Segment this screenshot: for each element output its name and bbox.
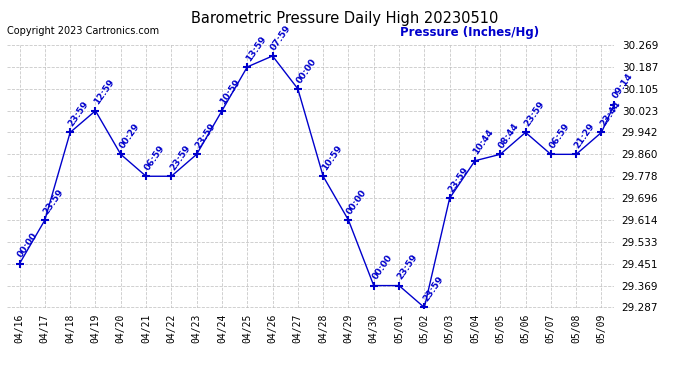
Text: 00:00: 00:00: [371, 253, 394, 281]
Text: 23:59: 23:59: [168, 143, 192, 172]
Text: Pressure (Inches/Hg): Pressure (Inches/Hg): [400, 26, 540, 39]
Text: 08:44: 08:44: [497, 122, 521, 150]
Text: 23:59: 23:59: [67, 99, 91, 128]
Text: 10:59: 10:59: [219, 78, 243, 106]
Text: 23:44: 23:44: [598, 99, 622, 128]
Text: 00:00: 00:00: [345, 188, 368, 216]
Text: 21:29: 21:29: [573, 122, 597, 150]
Text: 23:59: 23:59: [193, 122, 217, 150]
Text: 23:59: 23:59: [41, 187, 66, 216]
Text: 23:59: 23:59: [446, 165, 471, 194]
Text: 10:44: 10:44: [472, 128, 495, 157]
Text: 12:59: 12:59: [92, 78, 116, 106]
Text: 06:59: 06:59: [143, 144, 167, 172]
Text: 09:14: 09:14: [611, 72, 635, 100]
Text: 06:59: 06:59: [548, 122, 571, 150]
Text: 00:29: 00:29: [117, 122, 141, 150]
Text: 23:59: 23:59: [522, 99, 546, 128]
Text: 00:00: 00:00: [17, 231, 40, 260]
Text: 00:00: 00:00: [295, 57, 318, 85]
Text: 13:59: 13:59: [244, 34, 268, 63]
Text: 23:59: 23:59: [396, 253, 420, 281]
Text: Barometric Pressure Daily High 20230510: Barometric Pressure Daily High 20230510: [191, 11, 499, 26]
Text: 10:59: 10:59: [320, 144, 344, 172]
Text: Copyright 2023 Cartronics.com: Copyright 2023 Cartronics.com: [7, 26, 159, 36]
Text: 07:59: 07:59: [269, 23, 293, 52]
Text: 23:59: 23:59: [421, 274, 445, 303]
